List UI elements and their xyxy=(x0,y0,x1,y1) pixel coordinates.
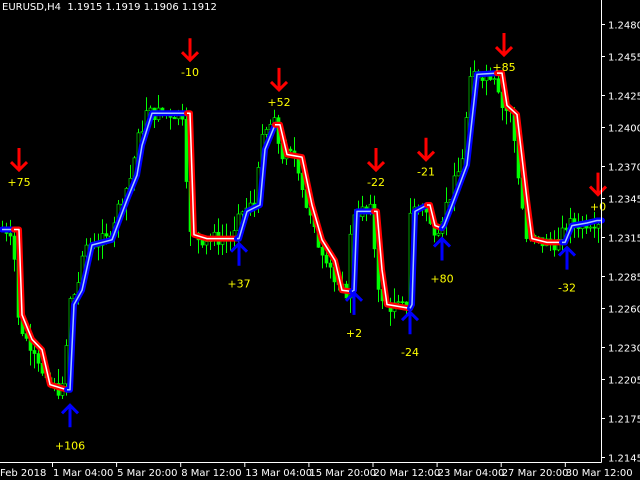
uptrend-line-core xyxy=(441,72,498,229)
buy-arrow-icon xyxy=(432,236,452,261)
signal-label: +80 xyxy=(430,273,453,286)
price-tick-label: 1.2370 xyxy=(608,163,640,174)
uptrend-line-core xyxy=(237,124,276,240)
candle-body xyxy=(400,301,405,303)
price-tick-label: 1.2230 xyxy=(608,344,640,355)
sell-arrow-icon xyxy=(588,172,608,197)
price-tick-label: 1.2345 xyxy=(608,195,640,206)
candle-body xyxy=(296,157,301,174)
sell-arrow-icon xyxy=(180,38,200,63)
signal-label: +75 xyxy=(7,176,30,189)
downtrend-line-core xyxy=(427,204,443,229)
signals: +75 +106 -10 +37 +52 +2 -22 -24 -21 +80 +85 -32 +0 xyxy=(7,33,608,452)
buy-arrow-icon xyxy=(557,245,577,270)
time-tick-label: 1 Mar 04:00 xyxy=(53,468,113,479)
sell-arrow-icon xyxy=(9,148,29,173)
signal-label: +37 xyxy=(227,278,250,291)
candle-body xyxy=(288,148,293,152)
candle-body xyxy=(480,77,485,81)
candle-body xyxy=(396,301,401,304)
buy-arrow-icon xyxy=(344,290,364,315)
time-tick-label: 5 Mar 20:00 xyxy=(117,468,177,479)
price-tick-label: 1.2285 xyxy=(608,273,640,284)
candle-body xyxy=(588,226,593,229)
time-tick-label: 8 Mar 12:00 xyxy=(181,468,241,479)
time-tick-label: 15 Mar 20:00 xyxy=(309,468,376,479)
chart-title: EURUSD,H4 1.1915 1.1919 1.1906 1.1912 xyxy=(2,2,217,13)
time-tick-label: 30 Mar 12:00 xyxy=(566,468,633,479)
candle-body xyxy=(456,171,461,177)
uptrend-line-core xyxy=(409,204,428,309)
candle-body xyxy=(436,233,441,236)
candle-body xyxy=(172,117,177,120)
time-tick-label: 20 Mar 12:00 xyxy=(374,468,441,479)
time-tick-label: Feb 2018 xyxy=(0,468,46,479)
candle-body xyxy=(320,247,325,256)
candle-body xyxy=(596,224,601,229)
price-tick-label: 1.2455 xyxy=(608,53,640,64)
time-tick-label: 13 Mar 04:00 xyxy=(245,468,312,479)
downtrend-line-core xyxy=(497,72,562,244)
buy-arrow-icon xyxy=(400,310,420,335)
downtrend-line-core xyxy=(374,210,411,310)
candle-body xyxy=(592,226,597,229)
candle-body xyxy=(184,118,189,182)
candle-body xyxy=(496,78,501,93)
uptrend-line-core xyxy=(67,112,187,391)
downtrend-line-core xyxy=(187,112,237,240)
price-tick-label: 1.2175 xyxy=(608,415,640,426)
sell-arrow-icon xyxy=(269,67,289,93)
signal-label: +2 xyxy=(346,327,362,340)
buy-arrow-icon xyxy=(229,241,249,266)
candle-body xyxy=(324,254,329,264)
price-tick-label: 1.2205 xyxy=(608,376,640,387)
signal-label: +106 xyxy=(55,439,85,452)
candle-body xyxy=(264,129,269,135)
price-tick-label: 1.2480 xyxy=(608,21,640,32)
trend-line xyxy=(0,70,605,393)
candle-body xyxy=(492,78,497,80)
candle-body xyxy=(560,227,565,240)
signal-label: +0 xyxy=(590,201,606,214)
candle-body xyxy=(328,262,333,268)
price-tick-label: 1.2315 xyxy=(608,234,640,245)
sell-arrow-icon xyxy=(366,148,386,173)
price-tick-label: 1.2145 xyxy=(608,454,640,465)
signal-label: -21 xyxy=(417,166,435,179)
candle-body xyxy=(12,235,17,260)
downtrend-line-core xyxy=(275,124,353,293)
sell-arrow-icon xyxy=(494,33,514,58)
candle-body xyxy=(204,241,209,246)
uptrend-line-core xyxy=(562,219,602,244)
time-tick-label: 27 Mar 20:00 xyxy=(502,468,569,479)
price-tick-label: 1.2425 xyxy=(608,92,640,103)
signal-label: -22 xyxy=(367,176,385,189)
candle-body xyxy=(104,233,109,237)
candle-body xyxy=(32,350,37,354)
candle-body xyxy=(64,345,69,385)
candle-body xyxy=(36,353,41,364)
price-tick-label: 1.2400 xyxy=(608,124,640,135)
price-tick-label: 1.2260 xyxy=(608,305,640,316)
signal-label: -32 xyxy=(558,282,576,295)
signal-label: -24 xyxy=(401,346,419,359)
candle-body xyxy=(8,233,13,237)
signal-label: +85 xyxy=(492,61,515,74)
downtrend-line-core xyxy=(14,228,68,391)
uptrend-line-core xyxy=(351,210,374,293)
buy-arrow-icon xyxy=(60,403,80,428)
signal-label: +52 xyxy=(267,96,290,109)
time-tick-label: 23 Mar 04:00 xyxy=(438,468,505,479)
signal-label: -10 xyxy=(181,66,199,79)
sell-arrow-icon xyxy=(416,137,436,162)
